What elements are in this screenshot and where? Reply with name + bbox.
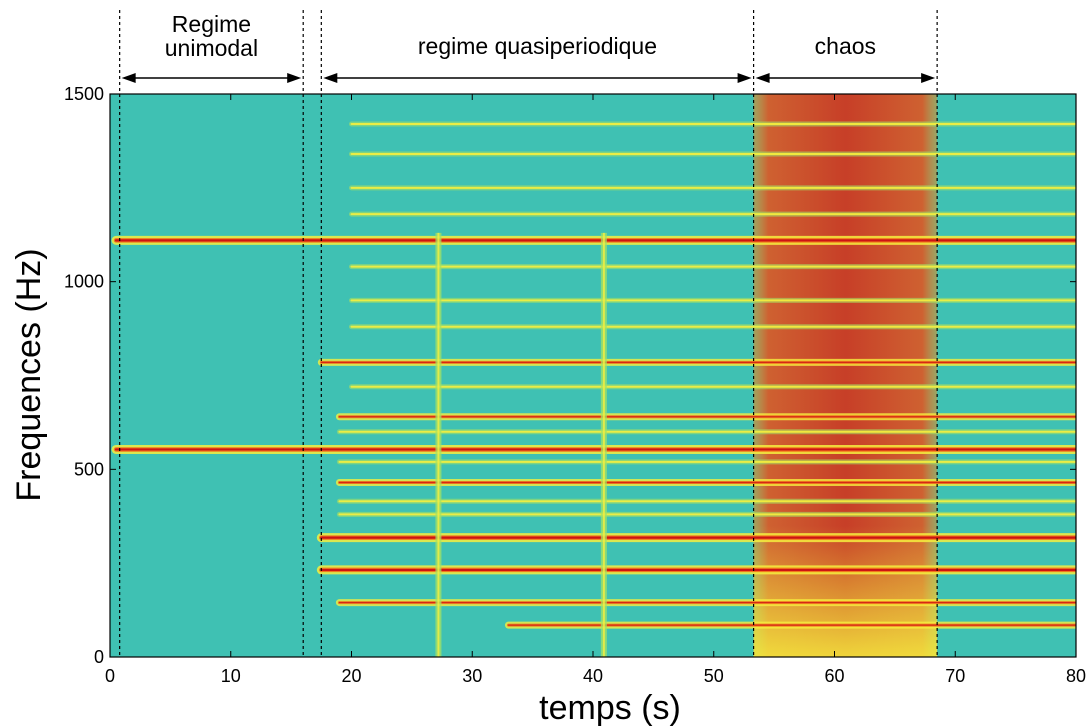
y-tick-label: 1500 bbox=[64, 84, 104, 104]
region-label: chaos bbox=[815, 33, 876, 59]
arrowhead-left-icon bbox=[121, 73, 136, 83]
x-tick-label: 10 bbox=[221, 666, 241, 686]
region-annotation: regime quasiperiodique bbox=[323, 33, 752, 83]
arrowhead-left-icon bbox=[323, 73, 338, 83]
region-label: regime quasiperiodique bbox=[418, 33, 657, 59]
arrowhead-right-icon bbox=[287, 73, 302, 83]
region-label: unimodal bbox=[165, 35, 258, 61]
arrowhead-left-icon bbox=[755, 73, 770, 83]
y-tick-label: 1000 bbox=[64, 272, 104, 292]
y-tick-label: 0 bbox=[94, 647, 104, 667]
x-tick-label: 60 bbox=[824, 666, 844, 686]
x-tick-label: 0 bbox=[105, 666, 115, 686]
y-tick-label: 500 bbox=[74, 459, 104, 479]
region-label: Regime bbox=[172, 11, 251, 37]
arrowhead-right-icon bbox=[921, 73, 936, 83]
plot-area bbox=[109, 10, 1077, 658]
arrowhead-right-icon bbox=[737, 73, 752, 83]
x-axis: 0 10 20 30 40 50 60 70 80 bbox=[105, 94, 1086, 686]
x-tick-label: 80 bbox=[1066, 666, 1086, 686]
x-tick-label: 50 bbox=[704, 666, 724, 686]
x-tick-label: 40 bbox=[583, 666, 603, 686]
x-tick-label: 70 bbox=[945, 666, 965, 686]
x-axis-label: temps (s) bbox=[539, 689, 681, 727]
y-axis: 0 500 1000 1500 bbox=[64, 84, 1076, 667]
x-tick-label: 30 bbox=[462, 666, 482, 686]
y-axis-label: Frequences (Hz) bbox=[10, 248, 48, 501]
region-annotation: chaos bbox=[755, 33, 936, 83]
x-tick-label: 20 bbox=[341, 666, 361, 686]
chaos-band-low bbox=[753, 525, 938, 657]
